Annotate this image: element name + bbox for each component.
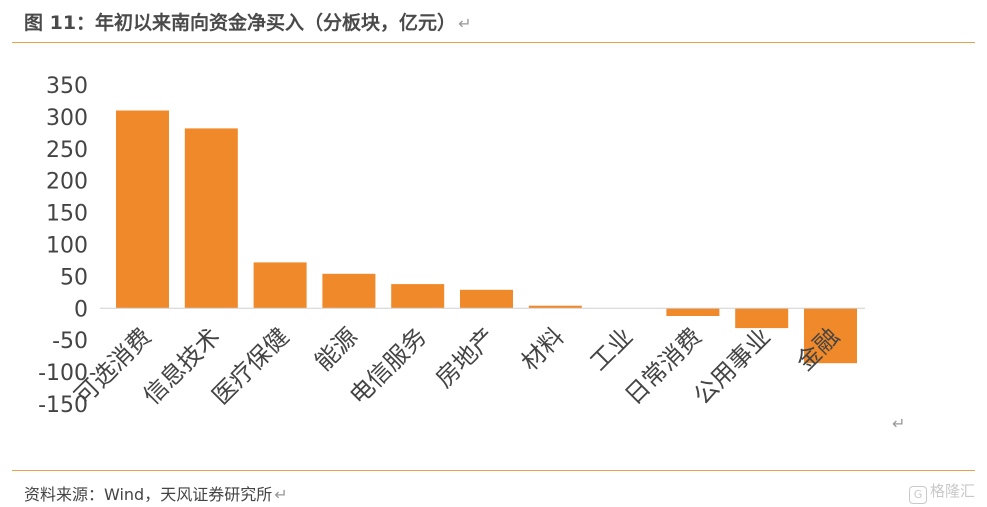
- paragraph-mark-icon: ↵: [892, 414, 906, 433]
- bar: [184, 128, 238, 309]
- x-tick-label: 工业: [585, 322, 639, 376]
- x-tick-label: 能源: [309, 322, 363, 376]
- y-tick-label: -50: [52, 329, 88, 354]
- bar: [460, 289, 513, 309]
- x-tick-label: 公用事业: [688, 322, 776, 410]
- source-note: 资料来源：Wind，天风证券研究所 ↵: [24, 481, 288, 505]
- paragraph-mark-icon: ↵: [458, 14, 472, 33]
- bars: [116, 110, 857, 364]
- watermark: G 格隆汇: [908, 480, 975, 504]
- paragraph-mark-icon: ↵: [274, 485, 288, 504]
- y-tick-label: 300: [46, 106, 88, 131]
- bar: [391, 284, 445, 309]
- bar: [735, 308, 789, 329]
- figure-title-text: 图 11：年初以来南向资金净买入（分板块，亿元）: [24, 12, 457, 34]
- bar: [322, 273, 376, 309]
- watermark-text: 格隆汇: [929, 482, 975, 500]
- bar: [116, 110, 169, 309]
- y-tick-label: 150: [46, 202, 88, 227]
- bar-chart: 350 300 250 200 150 100 50 0 -50 -100 -150 可选消费信息技…: [38, 74, 865, 418]
- y-tick-label: 100: [46, 234, 88, 259]
- x-tick-label: 房地产: [430, 322, 501, 393]
- y-axis: 350 300 250 200 150 100 50 0 -50 -100 -150: [38, 74, 88, 418]
- figure-title: 图 11：年初以来南向资金净买入（分板块，亿元） ↵: [24, 8, 471, 35]
- chart-logo-icon: G: [908, 486, 927, 504]
- y-tick-label: 0: [74, 297, 88, 322]
- top-divider: [12, 42, 975, 43]
- bar: [528, 305, 582, 309]
- y-tick-label: -150: [38, 393, 88, 418]
- x-tick-label: 材料: [516, 322, 570, 376]
- y-tick-label: -100: [38, 361, 88, 386]
- y-tick-label: 350: [46, 74, 88, 99]
- y-tick-label: 50: [60, 265, 88, 290]
- bar: [253, 262, 307, 309]
- x-tick-label: 电信服务: [344, 322, 432, 410]
- y-tick-label: 200: [46, 170, 88, 195]
- y-tick-label: 250: [46, 138, 88, 163]
- bottom-divider: [12, 470, 975, 471]
- bar: [804, 308, 857, 364]
- source-text: 资料来源：Wind，天风证券研究所: [24, 485, 273, 504]
- bar: [666, 308, 720, 316]
- x-tick-label: 医疗保健: [207, 322, 295, 410]
